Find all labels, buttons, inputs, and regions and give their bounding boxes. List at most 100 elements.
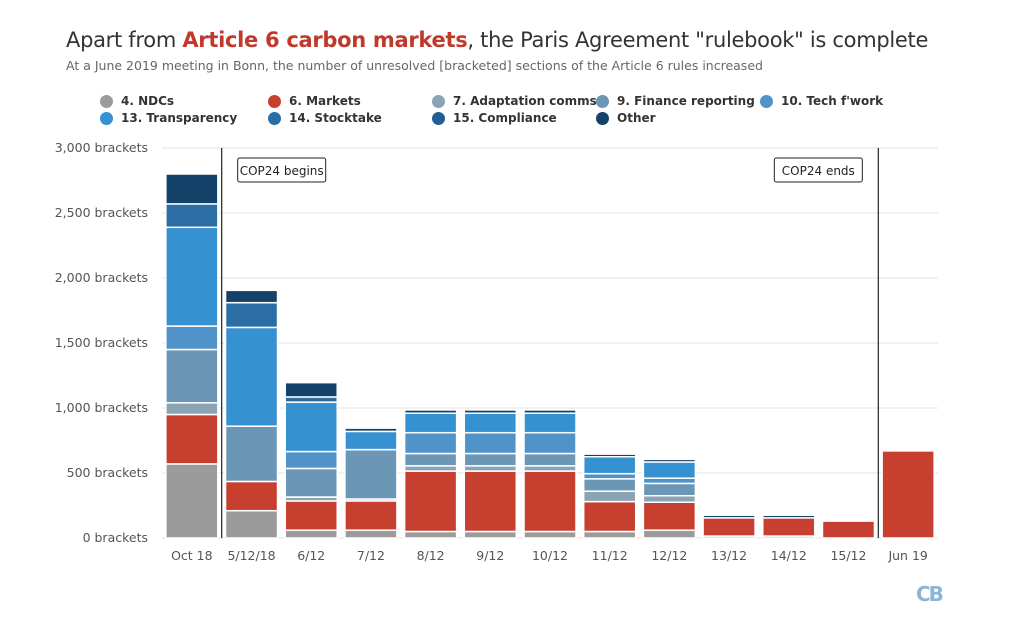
bar-segment xyxy=(881,450,935,539)
x-tick-label: 9/12 xyxy=(476,548,504,563)
bar-segment xyxy=(523,452,577,467)
annotation-label: COP24 ends xyxy=(782,164,855,178)
legend-label: Other xyxy=(617,111,656,125)
bar-segment xyxy=(403,409,458,414)
bar-segment xyxy=(165,203,219,229)
legend-label: 13. Transparency xyxy=(121,111,238,125)
x-tick-label: 8/12 xyxy=(417,548,445,563)
bar-segment xyxy=(702,514,756,519)
bar-segment xyxy=(582,500,637,533)
x-tick-label: 6/12 xyxy=(297,548,325,563)
bar-segment xyxy=(642,461,697,479)
legend-swatch xyxy=(596,111,609,125)
bar-segment xyxy=(284,396,338,403)
bar-segment xyxy=(284,450,338,470)
bar-segment xyxy=(642,529,697,539)
bar-segment xyxy=(284,529,338,539)
chart-subtitle: At a June 2019 meeting in Bonn, the numb… xyxy=(66,58,763,73)
bar-segment xyxy=(284,401,338,453)
legend-label: 15. Compliance xyxy=(453,111,557,125)
bar-segment xyxy=(821,520,876,539)
legend-swatch xyxy=(268,111,281,125)
bar-segment xyxy=(523,530,577,539)
bar-segment xyxy=(642,477,697,485)
bar-segment xyxy=(463,470,518,533)
bar-segment xyxy=(642,482,697,497)
bar-segment xyxy=(463,465,518,472)
title-highlight: Article 6 carbon markets xyxy=(182,28,468,52)
bar-segment xyxy=(523,470,577,533)
bar-segment xyxy=(463,431,518,455)
bar-segment xyxy=(224,289,279,304)
bar-segment xyxy=(523,412,577,434)
bar-segment xyxy=(165,348,219,404)
bar-segment xyxy=(403,431,458,455)
legend-swatch xyxy=(596,94,609,108)
bar-segment xyxy=(344,448,398,500)
legend-label: 14. Stocktake xyxy=(289,111,382,125)
x-tick-label: 15/12 xyxy=(830,548,866,563)
bar-segment xyxy=(762,517,816,537)
bar-segment xyxy=(224,326,279,427)
legend-label: 6. Markets xyxy=(289,94,361,108)
legend-label: 4. NDCs xyxy=(121,94,175,108)
legend-item: 13. Transparency xyxy=(100,111,237,125)
bar-segment xyxy=(642,495,697,503)
bar-segment xyxy=(344,427,398,433)
x-tick-label: 10/12 xyxy=(532,548,568,563)
bar-segment xyxy=(582,530,637,539)
legend-swatch xyxy=(100,94,113,108)
x-tick-label: 12/12 xyxy=(651,548,687,563)
bar-segment xyxy=(642,501,697,531)
bar-segment xyxy=(463,412,518,434)
legend-swatch xyxy=(268,94,281,108)
x-tick-label: 7/12 xyxy=(357,548,385,563)
y-tick-label: 2,000 brackets xyxy=(55,270,148,285)
x-tick-label: 5/12/18 xyxy=(227,548,275,563)
annotation-box xyxy=(773,157,863,183)
bar-segment xyxy=(224,425,279,483)
bar-segment xyxy=(523,431,577,455)
legend-item: 7. Adaptation comms xyxy=(432,94,597,108)
x-tick-label: Oct 18 xyxy=(171,548,213,563)
legend-item: 15. Compliance xyxy=(432,111,557,125)
bar-segment xyxy=(165,463,219,539)
bar-segment xyxy=(403,470,458,533)
y-tick-label: 1,500 brackets xyxy=(55,335,148,350)
annotation-label: COP24 begins xyxy=(240,164,324,178)
legend-item: 14. Stocktake xyxy=(268,111,382,125)
bar-segment xyxy=(702,517,756,537)
legend-item: Other xyxy=(596,111,656,125)
legend-swatch xyxy=(432,111,445,125)
x-tick-label: Jun 19 xyxy=(887,548,927,563)
y-tick-label: 0 brackets xyxy=(83,530,148,545)
legend-swatch xyxy=(760,94,773,108)
legend-label: 7. Adaptation comms xyxy=(453,94,597,108)
title-suffix: , the Paris Agreement "rulebook" is comp… xyxy=(467,28,929,52)
legend-item: 4. NDCs xyxy=(100,94,174,108)
bar-segment xyxy=(403,465,458,472)
legend-swatch xyxy=(100,111,113,125)
legend-swatch xyxy=(432,94,445,108)
bar-segment xyxy=(284,467,338,498)
bar-segment xyxy=(344,430,398,451)
bar-segment xyxy=(523,409,577,414)
bar-segment xyxy=(582,490,637,503)
bar-segment xyxy=(224,509,279,539)
bar-segment xyxy=(463,452,518,467)
legend-label: 9. Finance reporting xyxy=(617,94,755,108)
bar-segment xyxy=(403,452,458,467)
y-tick-label: 1,000 brackets xyxy=(55,400,148,415)
legend-label: 10. Tech f'work xyxy=(781,94,884,108)
bar-segment xyxy=(165,325,219,351)
bar-segment xyxy=(165,226,219,327)
x-tick-label: 14/12 xyxy=(771,548,807,563)
y-tick-label: 500 brackets xyxy=(67,465,148,480)
bar-segment xyxy=(284,500,338,531)
bar-segment xyxy=(582,478,637,492)
bar-segment xyxy=(403,412,458,434)
legend-item: 6. Markets xyxy=(268,94,361,108)
bar-segment xyxy=(224,480,279,512)
bar-segment xyxy=(403,530,458,539)
bar-segment xyxy=(582,472,637,480)
